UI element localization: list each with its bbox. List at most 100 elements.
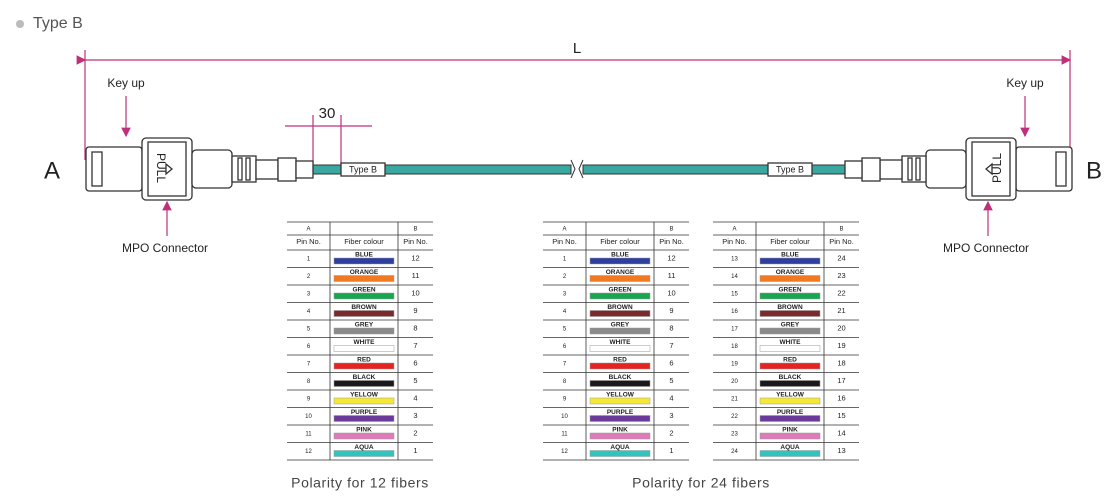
fiber-swatch bbox=[333, 450, 395, 457]
fiber-colour: ORANGE bbox=[350, 269, 379, 276]
pin-a: 10 bbox=[561, 414, 568, 420]
fiber-swatch bbox=[333, 432, 395, 440]
pin-b: 3 bbox=[413, 411, 417, 420]
pin-b: 12 bbox=[667, 254, 675, 263]
pin-b: 13 bbox=[837, 446, 845, 455]
pin-b: 18 bbox=[837, 359, 845, 368]
label-sleeve bbox=[767, 162, 813, 177]
pin-a: 2 bbox=[307, 274, 311, 280]
pin-b: 14 bbox=[837, 429, 845, 438]
fiber-colour: GREY bbox=[355, 322, 374, 329]
pin-a: 18 bbox=[731, 344, 738, 350]
pin-b: 5 bbox=[669, 376, 673, 385]
pull-label: PULL bbox=[990, 153, 1004, 183]
fiber-colour: ORANGE bbox=[776, 269, 805, 276]
pin-b: 10 bbox=[667, 289, 675, 298]
label-sleeve bbox=[340, 162, 386, 177]
fiber-colour: BROWN bbox=[777, 304, 803, 311]
fiber-swatch bbox=[759, 362, 821, 370]
fiber-swatch bbox=[333, 327, 395, 335]
column-header: Fiber colour bbox=[344, 237, 384, 246]
section-title: Type B bbox=[33, 15, 83, 32]
pin-a: 7 bbox=[563, 361, 567, 367]
fiber-colour: PINK bbox=[612, 427, 628, 434]
pin-b: 24 bbox=[837, 254, 845, 263]
pin-a: 23 bbox=[731, 431, 738, 437]
pin-b: 4 bbox=[413, 394, 417, 403]
column-header: Pin No. bbox=[296, 237, 321, 246]
fiber-colour: RED bbox=[357, 357, 371, 364]
column-header: Pin No. bbox=[829, 237, 854, 246]
column-header: Fiber colour bbox=[600, 237, 640, 246]
fiber-colour: BLACK bbox=[353, 374, 376, 381]
fiber-swatch bbox=[333, 310, 395, 317]
pin-b: 7 bbox=[413, 341, 417, 350]
fiber-colour: AQUA bbox=[354, 444, 373, 451]
mpo-connector bbox=[85, 137, 314, 201]
column-header: Pin No. bbox=[659, 237, 684, 246]
fiber-colour: PINK bbox=[356, 427, 372, 434]
column-header: Pin No. bbox=[722, 237, 747, 246]
connector-label: MPO Connector bbox=[122, 241, 208, 255]
fiber-colour: BLUE bbox=[611, 252, 629, 259]
fiber-swatch bbox=[759, 380, 821, 387]
fiber-swatch bbox=[759, 432, 821, 440]
pin-a: 21 bbox=[731, 396, 738, 402]
fiber-colour: PURPLE bbox=[351, 409, 378, 416]
fiber-colour: BLACK bbox=[779, 374, 802, 381]
pin-b: 6 bbox=[413, 359, 417, 368]
pin-b: 2 bbox=[413, 429, 417, 438]
fiber-swatch bbox=[333, 362, 395, 370]
fiber-colour: GREY bbox=[781, 322, 800, 329]
pin-a: 5 bbox=[563, 326, 567, 332]
fiber-colour: BLUE bbox=[781, 252, 799, 259]
pin-a: 20 bbox=[731, 379, 738, 385]
fiber-colour: BROWN bbox=[351, 304, 377, 311]
pin-a: 12 bbox=[561, 449, 568, 455]
fiber-colour: GREY bbox=[611, 322, 630, 329]
cable-label: Type B bbox=[349, 164, 377, 174]
pin-a: 9 bbox=[307, 396, 311, 402]
fiber-colour: BROWN bbox=[607, 304, 633, 311]
fiber-swatch bbox=[589, 450, 651, 457]
fiber-swatch bbox=[333, 397, 395, 405]
pin-a: 22 bbox=[731, 414, 738, 420]
pin-a: 3 bbox=[307, 291, 311, 297]
pin-a: 11 bbox=[561, 431, 568, 437]
pin-b: 12 bbox=[411, 254, 419, 263]
fiber-colour: YELLOW bbox=[606, 392, 635, 399]
pin-b: 1 bbox=[413, 446, 417, 455]
fiber-colour: WHITE bbox=[354, 339, 376, 346]
pin-a: 6 bbox=[563, 344, 567, 350]
pin-b: 8 bbox=[413, 324, 417, 333]
pin-a: 12 bbox=[305, 449, 312, 455]
fiber-swatch bbox=[589, 380, 651, 387]
fiber-colour: PINK bbox=[782, 427, 798, 434]
column-header: Pin No. bbox=[403, 237, 428, 246]
fiber-colour: PURPLE bbox=[607, 409, 634, 416]
fiber-colour: GREEN bbox=[352, 287, 375, 294]
pin-a: 14 bbox=[731, 274, 738, 280]
pin-b: 6 bbox=[669, 359, 673, 368]
table-top: B bbox=[839, 227, 843, 233]
fiber-colour: GREEN bbox=[608, 287, 631, 294]
pin-b: 11 bbox=[412, 271, 420, 280]
connector-label: MPO Connector bbox=[943, 241, 1029, 255]
fiber-colour: WHITE bbox=[610, 339, 632, 346]
fiber-swatch bbox=[589, 275, 651, 282]
table-top: A bbox=[562, 227, 566, 233]
fiber-colour: ORANGE bbox=[606, 269, 635, 276]
pin-a: 4 bbox=[563, 309, 567, 315]
table-caption: Polarity for 12 fibers bbox=[291, 475, 429, 491]
fiber-swatch bbox=[589, 415, 651, 422]
pull-label: PULL bbox=[154, 153, 168, 183]
fiber-swatch bbox=[589, 310, 651, 317]
pin-a: 10 bbox=[305, 414, 312, 420]
pin-b: 22 bbox=[837, 289, 845, 298]
fiber-colour: RED bbox=[783, 357, 797, 364]
bullet bbox=[16, 20, 24, 28]
fiber-swatch bbox=[759, 257, 821, 265]
fiber-colour: RED bbox=[613, 357, 627, 364]
pin-a: 1 bbox=[563, 256, 567, 262]
